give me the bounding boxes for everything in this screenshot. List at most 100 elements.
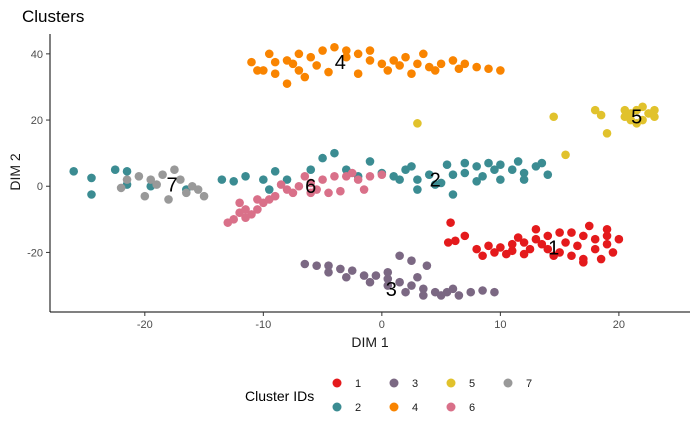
data-point — [270, 57, 280, 67]
data-point — [519, 175, 529, 184]
data-point — [513, 233, 523, 242]
data-point — [650, 112, 659, 122]
data-point — [519, 168, 529, 178]
data-point — [365, 157, 375, 166]
data-point — [241, 172, 250, 181]
data-point — [451, 236, 460, 246]
data-point — [270, 167, 280, 176]
data-point — [395, 277, 404, 287]
data-point — [306, 52, 316, 62]
data-point — [448, 56, 458, 65]
data-point — [300, 72, 310, 82]
data-point — [537, 158, 547, 168]
legend-key-6 — [446, 402, 456, 412]
data-point — [306, 178, 316, 188]
data-point — [422, 261, 432, 270]
cluster-label-1: 1 — [548, 237, 559, 259]
data-point — [395, 175, 404, 184]
x-tick-label: 0 — [379, 319, 385, 331]
data-point — [567, 228, 576, 237]
data-point — [318, 46, 327, 55]
cluster-3-points — [300, 251, 499, 300]
data-point — [590, 244, 600, 254]
data-point — [584, 221, 594, 231]
data-point — [460, 231, 470, 241]
data-point — [424, 170, 434, 179]
legend-label-7: 7 — [526, 378, 532, 390]
data-point — [413, 175, 422, 184]
data-point — [359, 185, 369, 194]
data-point — [383, 281, 393, 290]
data-point — [87, 190, 96, 199]
data-point — [579, 258, 588, 267]
data-point — [472, 162, 481, 171]
data-point — [448, 170, 458, 179]
legend-label-3: 3 — [412, 378, 418, 390]
data-point — [614, 234, 624, 244]
data-point — [596, 254, 606, 264]
data-point — [478, 286, 487, 295]
data-point — [365, 46, 375, 55]
data-point — [561, 238, 570, 247]
data-point — [460, 59, 470, 69]
y-tick-label: -20 — [27, 247, 43, 259]
data-point — [555, 228, 564, 237]
data-point — [608, 248, 618, 257]
legend: Cluster IDs 1 3 5 7 2 4 6 — [245, 378, 532, 414]
data-point — [383, 274, 393, 284]
data-point — [158, 170, 167, 179]
data-point — [472, 176, 481, 186]
data-point — [294, 49, 304, 59]
data-point — [460, 168, 470, 178]
data-point — [395, 61, 404, 70]
data-point — [353, 69, 363, 79]
data-point — [543, 231, 553, 241]
data-point — [377, 170, 387, 179]
data-point — [300, 172, 310, 181]
data-point — [282, 79, 292, 88]
data-point — [519, 238, 529, 247]
data-point — [407, 281, 416, 290]
data-point — [330, 148, 339, 158]
cluster-6-points — [223, 168, 387, 227]
data-point — [602, 239, 612, 249]
data-point — [620, 112, 630, 122]
data-point — [513, 157, 523, 166]
data-point — [543, 244, 553, 254]
data-point — [383, 66, 393, 75]
data-point — [69, 167, 79, 176]
data-point — [341, 52, 351, 62]
data-point — [590, 234, 600, 244]
data-point — [241, 205, 250, 214]
data-point — [442, 160, 452, 170]
cluster-label-6: 6 — [305, 176, 316, 198]
data-point — [579, 231, 588, 241]
data-point — [407, 69, 416, 79]
data-point — [217, 175, 227, 184]
data-point — [490, 287, 499, 297]
legend-label-5: 5 — [469, 378, 475, 390]
legend-label-2: 2 — [355, 402, 361, 414]
data-point — [602, 128, 612, 138]
data-point — [484, 158, 493, 168]
data-point — [543, 170, 553, 179]
data-point — [324, 67, 333, 77]
x-tick-label: -20 — [137, 319, 153, 331]
data-point — [436, 291, 446, 300]
legend-key-1 — [332, 378, 342, 388]
cluster-5-points — [413, 102, 659, 160]
data-point — [472, 62, 481, 72]
data-point — [365, 277, 375, 287]
data-point — [567, 251, 576, 261]
data-point — [229, 215, 239, 224]
data-point — [294, 66, 304, 75]
data-point — [443, 238, 453, 247]
data-point — [294, 181, 304, 191]
cluster-label-3: 3 — [386, 279, 397, 301]
data-point — [490, 248, 499, 257]
data-point — [484, 64, 493, 74]
data-point — [472, 244, 481, 254]
data-point — [383, 267, 393, 277]
data-point — [519, 249, 529, 259]
data-point — [259, 66, 268, 75]
